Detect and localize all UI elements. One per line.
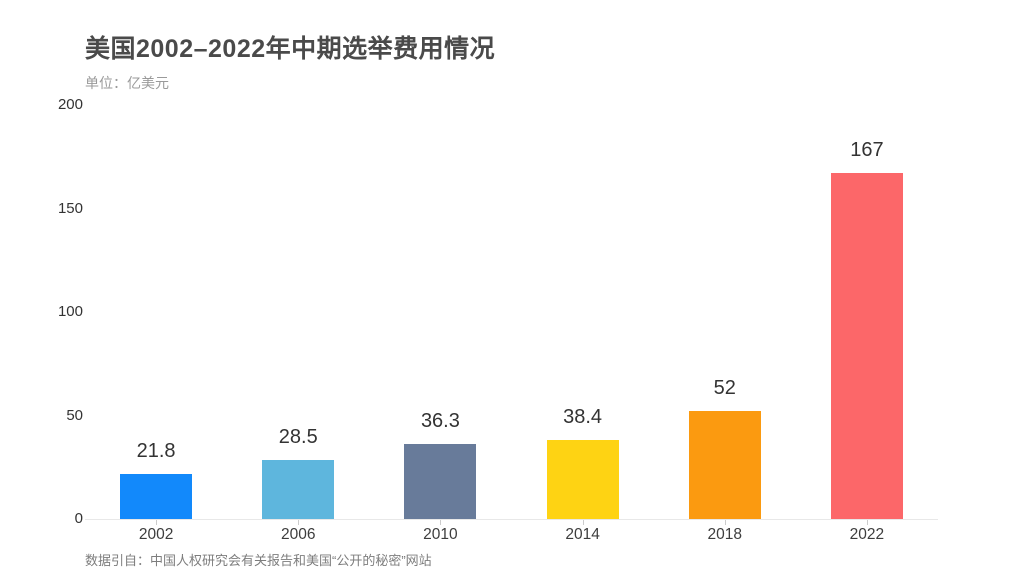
- x-axis-tick: [156, 520, 158, 525]
- bar-2006: [262, 460, 335, 519]
- bar-value-label: 167: [850, 139, 884, 162]
- bar-2018: [688, 411, 761, 519]
- bar-value-label: 38.4: [563, 405, 603, 428]
- y-axis-tick-label: 50: [66, 406, 83, 424]
- bar-value-label: 21.8: [136, 439, 176, 462]
- y-axis-tick-label: 200: [57, 96, 83, 113]
- bar-2010: [404, 443, 477, 519]
- bar-value-label: 52: [713, 377, 736, 400]
- x-axis-line: [85, 519, 938, 520]
- bar-value-label: 28.5: [278, 426, 318, 448]
- y-axis-tick-label: 100: [57, 303, 83, 320]
- x-axis-tick: [440, 520, 442, 525]
- x-axis-label: 2022: [849, 526, 885, 543]
- bar-2014: [546, 439, 619, 519]
- x-axis-tick: [582, 520, 584, 525]
- y-axis-tick-label: 150: [57, 199, 83, 217]
- chart-title: 美国2002–2022年中期选举费用情况: [85, 35, 496, 63]
- chart-unit-label: 单位：亿美元: [85, 75, 169, 91]
- x-axis-label: 2006: [280, 526, 316, 543]
- bar-2022: [830, 173, 903, 519]
- x-axis-label: 2010: [423, 526, 458, 543]
- x-axis-label: 2018: [707, 526, 742, 543]
- x-axis-label: 2002: [138, 526, 174, 543]
- x-axis-tick: [724, 520, 726, 525]
- bar-2002: [120, 473, 193, 519]
- x-axis-label: 2014: [565, 526, 600, 543]
- x-axis-tick: [866, 520, 868, 525]
- data-source-note: 数据引自：中国人权研究会有关报告和美国“公开的秘密”网站: [85, 553, 432, 568]
- bar-value-label: 36.3: [420, 409, 460, 432]
- x-axis-tick: [298, 520, 300, 525]
- y-axis-tick-label: 0: [74, 510, 83, 527]
